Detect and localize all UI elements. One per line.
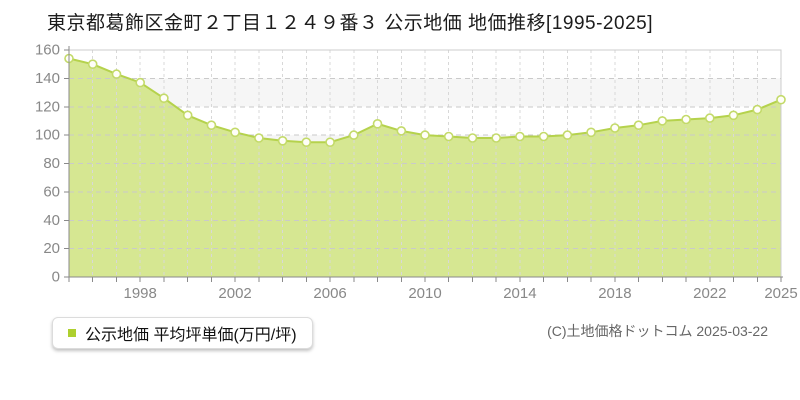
y-tick-label: 120	[35, 98, 60, 115]
data-point-marker	[704, 113, 715, 123]
x-tick-label: 2018	[598, 285, 631, 302]
y-tick-label: 20	[43, 240, 60, 257]
legend-swatch-icon	[68, 329, 76, 337]
y-tick-label: 100	[35, 127, 60, 144]
data-point-marker	[657, 116, 668, 126]
data-point-marker	[159, 93, 169, 103]
y-tick-label: 80	[43, 155, 60, 172]
data-point-marker	[610, 123, 620, 133]
data-point-marker	[325, 137, 335, 147]
x-tick-label: 2025	[764, 285, 797, 302]
legend: 公示地価 平均坪単価(万円/坪)	[52, 317, 313, 349]
x-tick-label: 1998	[124, 285, 157, 302]
data-point-marker	[372, 119, 383, 129]
data-point-marker	[562, 130, 573, 140]
data-point-marker	[467, 133, 478, 143]
data-point-marker	[254, 133, 264, 143]
x-tick-label: 2002	[218, 285, 251, 302]
y-tick-label: 160	[35, 42, 60, 59]
page-title: 東京都葛飾区金町２丁目１２４９番３ 公示地価 地価推移[1995-2025]	[47, 13, 653, 34]
land-price-trend-chart: 0 20 40 60 80 100 120 140 160 1998 2002 2006 2010 201…	[35, 42, 798, 303]
x-tick-label: 2010	[408, 285, 441, 302]
data-point-marker	[515, 131, 525, 142]
x-tick-label: 2006	[313, 285, 346, 302]
y-tick-label: 60	[43, 183, 60, 200]
area-fill	[69, 58, 781, 277]
legend-label: 公示地価 平均坪単価(万円/坪)	[85, 327, 297, 344]
data-point-marker	[728, 110, 739, 121]
data-point-marker	[182, 110, 193, 121]
y-tick-label: 140	[35, 70, 60, 87]
data-point-marker	[776, 94, 786, 105]
data-point-marker	[301, 137, 312, 147]
data-point-marker	[277, 136, 288, 146]
data-point-marker	[752, 104, 763, 115]
data-point-marker	[87, 59, 98, 69]
data-point-marker	[206, 120, 217, 130]
data-point-marker	[633, 120, 644, 130]
data-point-marker	[230, 127, 240, 138]
data-point-marker	[491, 133, 502, 143]
x-tick-label: 2022	[693, 285, 726, 302]
data-point-marker	[135, 77, 145, 88]
data-point-marker	[586, 127, 596, 138]
data-point-marker	[111, 69, 122, 79]
copyright-credit: (C)土地価格ドットコム 2025-03-22	[547, 323, 768, 339]
data-point-marker	[538, 131, 549, 142]
data-point-marker	[348, 130, 359, 140]
x-tick-label: 2014	[503, 285, 536, 302]
data-point-marker	[443, 131, 454, 142]
data-point-marker	[396, 126, 407, 136]
y-tick-label: 0	[52, 269, 60, 286]
data-point-marker	[420, 130, 430, 140]
data-point-marker	[681, 114, 691, 125]
y-tick-label: 40	[43, 212, 60, 229]
